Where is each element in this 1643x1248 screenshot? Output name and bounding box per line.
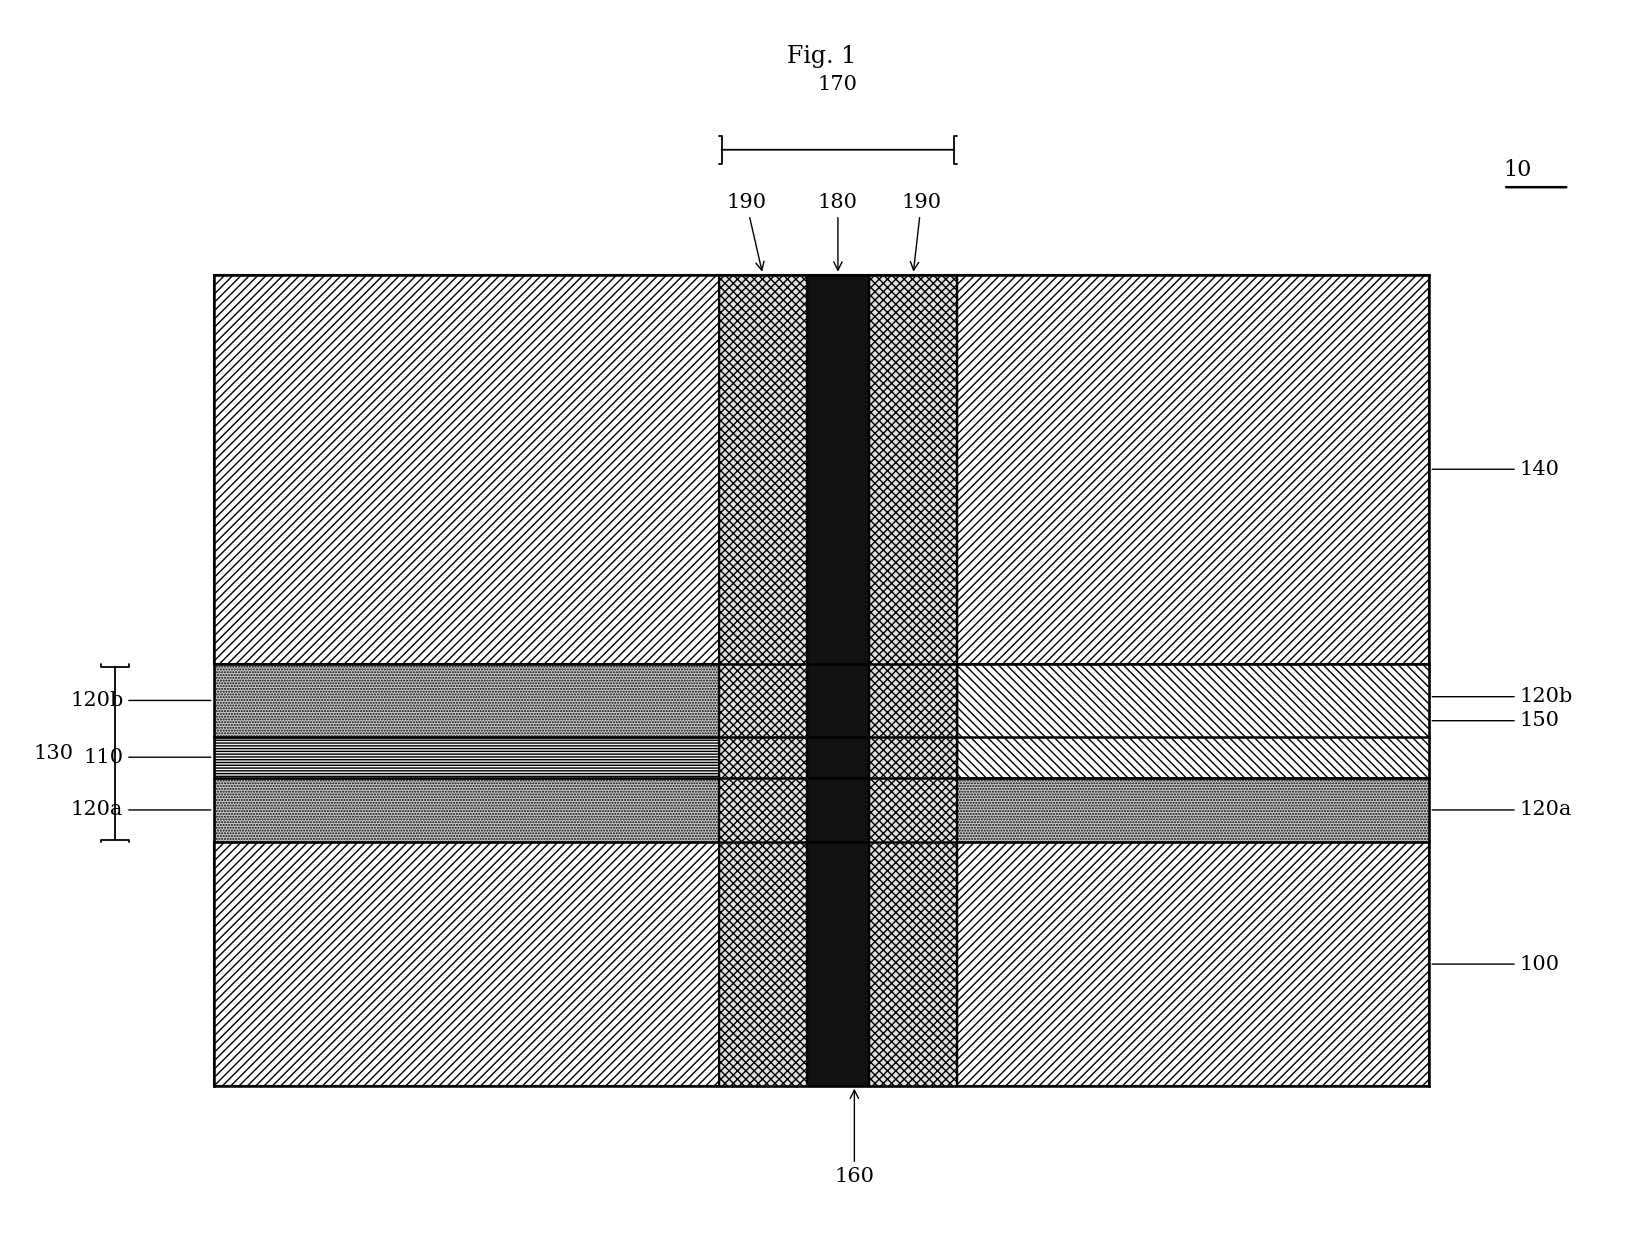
Text: 180: 180	[818, 193, 858, 271]
Bar	[720, 275, 807, 1086]
Bar	[214, 664, 1429, 736]
Text: 120a: 120a	[71, 800, 210, 820]
Text: 190: 190	[902, 193, 941, 271]
Text: 190: 190	[726, 193, 766, 271]
Text: 120a: 120a	[1433, 800, 1572, 820]
Bar	[214, 842, 1429, 1086]
Text: 120b: 120b	[71, 691, 210, 710]
Bar	[214, 275, 1429, 664]
Text: 150: 150	[1433, 711, 1559, 730]
Text: 140: 140	[1433, 459, 1559, 479]
Bar	[807, 275, 869, 1086]
Text: 160: 160	[835, 1090, 874, 1186]
Text: 110: 110	[84, 748, 210, 766]
Bar	[214, 736, 1429, 778]
Text: Fig. 1: Fig. 1	[787, 45, 856, 67]
Text: 120b: 120b	[1433, 688, 1572, 706]
Text: 130: 130	[35, 744, 74, 763]
Bar	[956, 664, 1429, 778]
Text: 10: 10	[1503, 158, 1531, 181]
Bar	[214, 778, 1429, 842]
Text: 100: 100	[1433, 955, 1559, 973]
Bar	[869, 275, 956, 1086]
Text: 170: 170	[818, 75, 858, 94]
